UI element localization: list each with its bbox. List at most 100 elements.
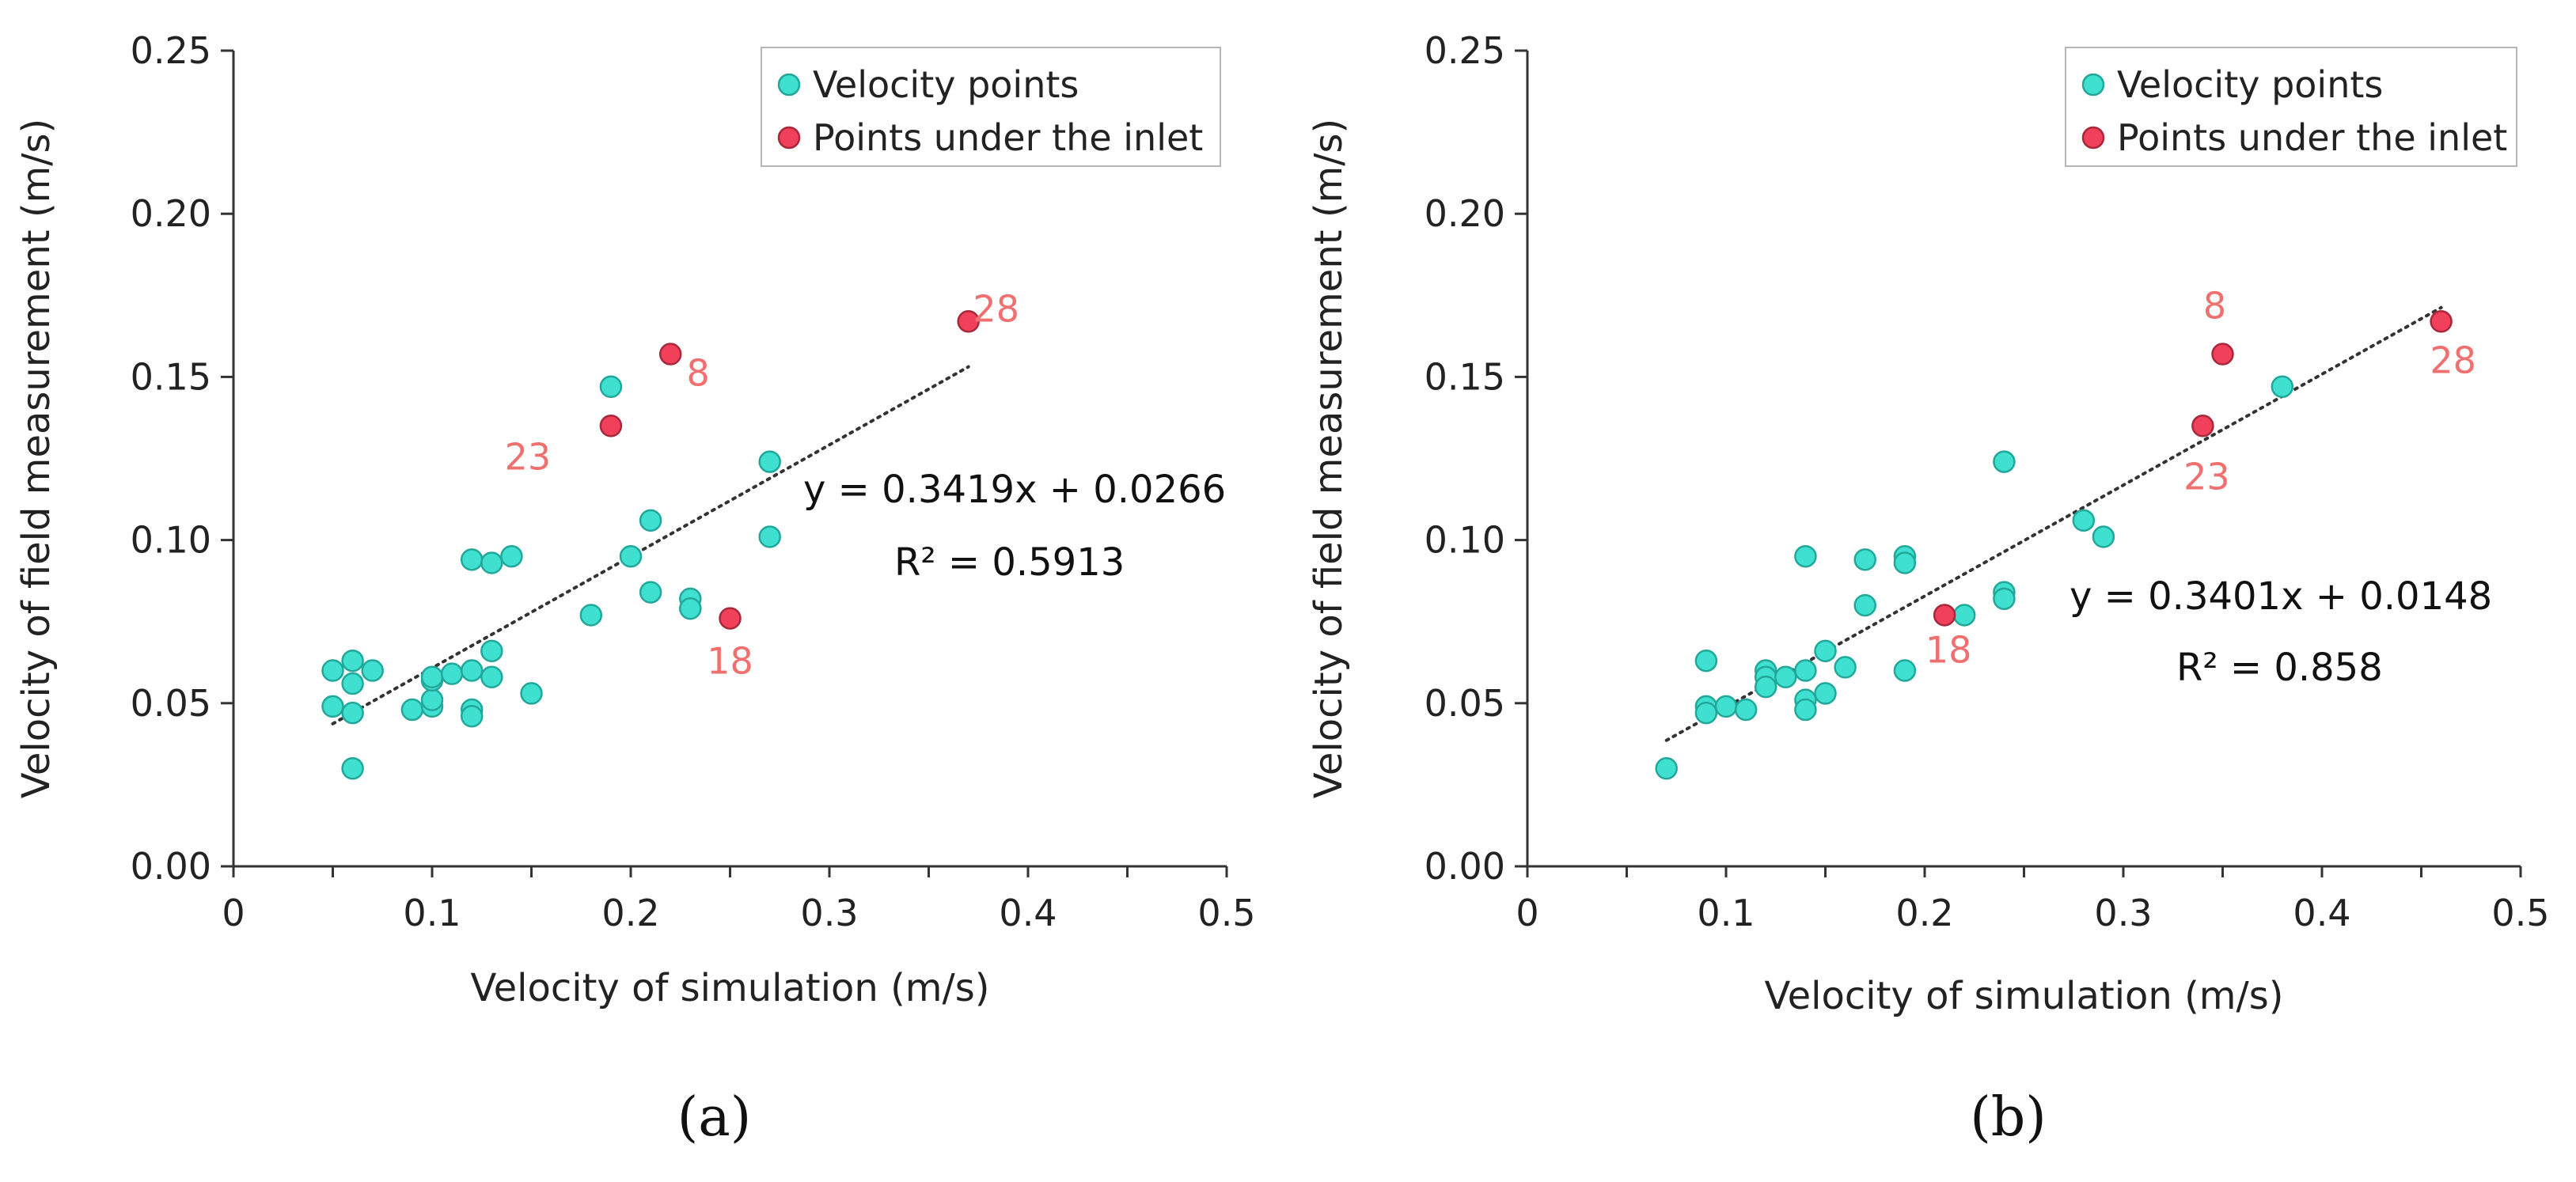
velocity-point: [1993, 450, 2016, 473]
x-tick-label: 0.1: [1697, 892, 1755, 934]
velocity-point: [619, 544, 643, 568]
velocity-point: [1952, 604, 1976, 627]
chart-panel-a: 0.00 0.05 0.10 0.15 0.20 0.25 0 0.1 0.2 0.3 0.4 0.5…: [14, 29, 1256, 1149]
velocity-point: [2072, 509, 2096, 532]
r-squared-label: R² = 0.5913: [894, 540, 1125, 585]
y-tick-label: 0.25: [1425, 29, 1505, 72]
inlet-point: [2430, 310, 2453, 333]
point-annotation: 23: [505, 435, 552, 478]
legend-entry: Velocity points: [2117, 63, 2383, 106]
velocity-point: [1853, 548, 1876, 571]
x-tick-label: 0.5: [1197, 892, 1255, 934]
inlet-point: [2211, 343, 2234, 366]
y-tick-label: 0.20: [1425, 192, 1505, 235]
velocity-point: [1814, 682, 1837, 705]
inlet-point: [957, 310, 980, 333]
velocity-point: [480, 639, 503, 663]
velocity-point: [341, 701, 364, 725]
x-axis-label: Velocity of simulation (m/s): [1765, 974, 2284, 1018]
point-annotation: 28: [973, 287, 1019, 330]
velocity-point: [341, 672, 364, 695]
velocity-point: [1794, 659, 1817, 682]
velocity-point: [460, 548, 484, 571]
legend-box: [761, 47, 1221, 167]
velocity-point: [1893, 659, 1917, 682]
y-tick-label: 0.05: [1425, 682, 1505, 725]
velocity-point: [2092, 525, 2115, 548]
x-tick-label: 0.1: [403, 892, 461, 934]
point-annotation: 28: [2430, 339, 2476, 381]
velocity-point: [341, 757, 364, 780]
velocity-point: [579, 604, 603, 627]
velocity-point: [321, 695, 344, 718]
velocity-point: [321, 659, 344, 682]
y-tick-label: 0.15: [131, 355, 211, 398]
velocity-point: [758, 450, 781, 473]
velocity-point: [639, 581, 662, 604]
velocity-point: [440, 662, 464, 685]
x-tick-label: 0.2: [1895, 892, 1953, 934]
y-tick-label: 0.00: [131, 845, 211, 888]
y-tick-label: 0.20: [131, 192, 211, 235]
y-axis-label: Velocity of field measurement (m/s): [1307, 119, 1351, 798]
x-tick-label: 0.5: [2491, 892, 2549, 934]
velocity-point: [500, 544, 523, 568]
y-axis-label: Velocity of field measurement (m/s): [14, 119, 59, 798]
velocity-point: [341, 649, 364, 672]
velocity-point: [758, 525, 781, 548]
panel-label: (a): [677, 1086, 752, 1149]
inlet-point: [599, 415, 623, 438]
velocity-point: [1853, 593, 1876, 617]
chart-panel-b: 0.00 0.05 0.10 0.15 0.20 0.25 0 0.1 0.2 0.3 0.4 0.5…: [1307, 29, 2550, 1149]
velocity-point: [460, 705, 484, 728]
legend-marker: [777, 73, 801, 97]
velocity-point: [1694, 701, 1718, 725]
velocity-point: [480, 665, 503, 689]
velocity-point: [1794, 544, 1817, 568]
velocity-point: [420, 688, 444, 711]
inlet-point: [2191, 415, 2214, 438]
velocity-point: [420, 665, 444, 689]
x-tick-label: 0.2: [601, 892, 659, 934]
legend-entry: Points under the inlet: [813, 116, 1203, 159]
legend-box: [2065, 47, 2517, 167]
trendline: [1664, 305, 2443, 742]
velocity-point: [1655, 757, 1678, 780]
y-tick-label: 0.10: [131, 519, 211, 562]
inlet-point: [1933, 604, 1956, 627]
velocity-point: [1694, 649, 1718, 672]
x-axis-label: Velocity of simulation (m/s): [471, 966, 990, 1010]
velocity-point: [1814, 639, 1837, 663]
y-tick-label: 0.00: [1425, 845, 1505, 888]
velocity-point: [1893, 551, 1917, 574]
velocity-point: [1794, 698, 1817, 722]
point-annotation: 18: [707, 640, 753, 683]
y-tick-label: 0.10: [1425, 519, 1505, 562]
point-annotation: 18: [1925, 628, 1972, 671]
x-tick-label: 0: [1516, 892, 1538, 934]
velocity-point: [400, 698, 424, 722]
trendline: [331, 365, 970, 725]
y-tick-label: 0.15: [1425, 355, 1505, 398]
x-tick-label: 0.4: [2293, 892, 2350, 934]
velocity-point: [1834, 656, 1857, 679]
velocity-point: [639, 509, 662, 532]
velocity-point: [1754, 675, 1777, 699]
legend-entry: Velocity points: [813, 63, 1079, 106]
velocity-point: [2271, 375, 2294, 399]
legend-entry: Points under the inlet: [2117, 116, 2507, 159]
x-tick-label: 0.4: [999, 892, 1057, 934]
velocity-point: [460, 659, 484, 682]
point-annotation: 8: [687, 352, 710, 395]
panel-label: (b): [1970, 1086, 2047, 1149]
regression-equation: y = 0.3419x + 0.0266: [803, 468, 1226, 512]
point-annotation: 23: [2183, 455, 2230, 498]
point-annotation: 8: [2203, 285, 2226, 328]
inlet-point: [719, 607, 742, 630]
regression-equation: y = 0.3401x + 0.0148: [2070, 574, 2492, 619]
x-tick-label: 0.3: [800, 892, 858, 934]
y-tick-label: 0.25: [131, 29, 211, 72]
legend-marker: [777, 126, 801, 150]
velocity-point: [679, 597, 702, 620]
